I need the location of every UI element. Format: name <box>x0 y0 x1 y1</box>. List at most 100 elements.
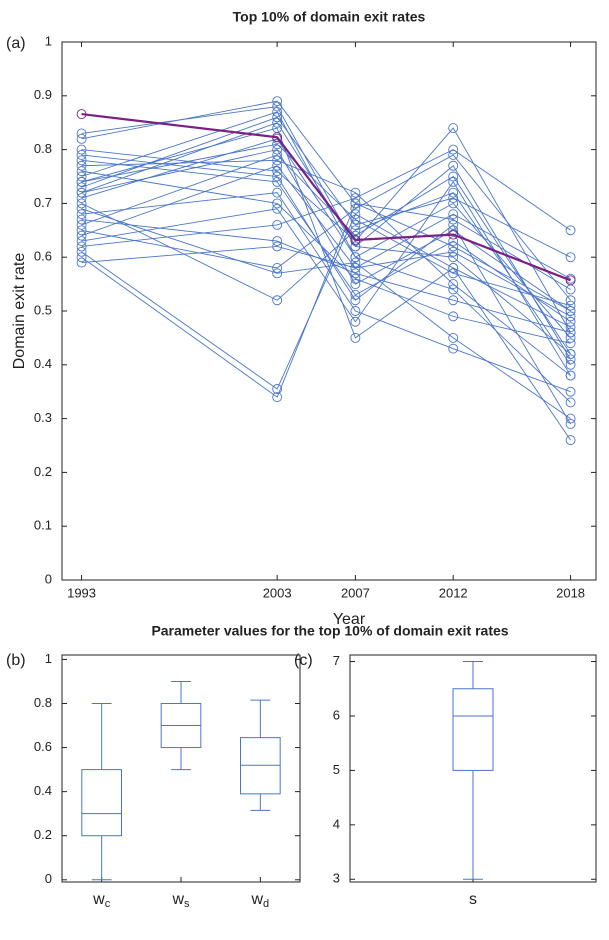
data-point <box>76 225 87 236</box>
data-point <box>76 209 87 220</box>
y-axis-label: Domain exit rate <box>11 253 28 370</box>
series-line <box>81 154 571 425</box>
data-point <box>76 160 87 171</box>
data-point <box>76 246 87 257</box>
data-point <box>350 209 361 220</box>
data-point <box>76 236 87 247</box>
data-point <box>272 155 283 166</box>
data-point <box>448 241 459 252</box>
data-point <box>76 171 87 182</box>
data-point <box>448 246 459 257</box>
data-point <box>565 435 576 446</box>
data-point <box>272 219 283 230</box>
y-tick-label: 6 <box>333 707 340 722</box>
data-point <box>272 160 283 171</box>
series-line <box>81 181 571 376</box>
data-point <box>350 225 361 236</box>
series-line <box>81 213 571 280</box>
series-line <box>81 159 571 376</box>
data-point <box>272 187 283 198</box>
data-point <box>448 279 459 290</box>
panel-label: (a) <box>6 35 26 52</box>
x-tick-label: ws <box>171 891 190 910</box>
data-point <box>565 359 576 370</box>
series-line <box>81 122 571 360</box>
y-tick-label: 3 <box>333 871 340 886</box>
data-point <box>350 273 361 284</box>
data-point <box>565 275 576 286</box>
data-point <box>448 332 459 343</box>
series-line <box>81 208 571 419</box>
data-point <box>76 214 87 225</box>
data-point <box>565 354 576 365</box>
y-tick-label: 0.3 <box>34 410 52 425</box>
data-point <box>272 384 283 394</box>
series-line <box>81 165 571 317</box>
data-point <box>76 257 87 268</box>
axes-frame <box>61 41 597 581</box>
data-point <box>76 109 87 120</box>
data-point <box>272 171 283 182</box>
data-point <box>272 268 283 279</box>
data-point <box>565 311 576 322</box>
panel-label: (b) <box>6 652 26 669</box>
data-point <box>448 343 459 354</box>
data-point <box>350 306 361 316</box>
data-point <box>350 263 361 273</box>
data-point <box>448 176 459 187</box>
data-point <box>448 160 459 171</box>
data-point <box>350 203 361 214</box>
x-tick-label: s <box>469 891 477 908</box>
data-point <box>272 392 283 403</box>
data-point <box>272 96 283 107</box>
data-point <box>76 182 87 193</box>
data-point <box>272 112 283 123</box>
data-point <box>350 187 361 198</box>
y-tick-label: 0 <box>45 571 52 586</box>
x-axis-label: Year <box>333 611 366 628</box>
data-point <box>350 214 361 225</box>
x-tick-label: 2007 <box>341 585 370 600</box>
series-line <box>81 159 571 323</box>
data-point <box>448 187 459 198</box>
box <box>452 688 494 771</box>
y-tick-label: 1 <box>45 33 52 48</box>
y-tick-label: 0.2 <box>34 464 52 479</box>
series-line <box>81 100 571 290</box>
data-point <box>272 295 283 306</box>
data-point <box>448 295 459 306</box>
y-tick-label: 0.6 <box>34 249 52 264</box>
y-tick-label: 0.5 <box>34 302 52 317</box>
data-point <box>448 209 459 220</box>
series-line <box>81 149 571 247</box>
series-line <box>81 154 571 301</box>
series-line <box>81 170 571 344</box>
data-point <box>76 198 87 209</box>
data-point <box>448 198 459 209</box>
data-point <box>565 349 576 359</box>
data-point <box>272 117 283 128</box>
y-tick-label: 0.4 <box>34 356 52 371</box>
data-point <box>272 132 283 143</box>
data-point <box>272 203 283 214</box>
data-point <box>76 155 87 166</box>
y-tick-label: 0.1 <box>34 518 52 533</box>
data-point <box>76 252 87 263</box>
data-point <box>565 295 576 306</box>
data-point <box>448 284 459 295</box>
data-point <box>565 252 576 263</box>
y-tick-label: 0.2 <box>34 827 52 842</box>
data-point <box>350 252 361 263</box>
data-point <box>76 166 87 177</box>
data-point <box>448 214 459 225</box>
category-sub: d <box>263 898 269 910</box>
data-point <box>76 133 87 144</box>
chart-title: Top 10% of domain exit rates <box>233 9 426 25</box>
y-tick-label: 1 <box>45 651 52 666</box>
data-point <box>565 332 576 343</box>
x-tick-label: wc <box>92 891 111 910</box>
data-point <box>76 128 87 139</box>
chart-title: Parameter values for the top 10% of doma… <box>151 623 508 639</box>
data-point <box>76 230 87 241</box>
category-base: w <box>171 891 184 908</box>
